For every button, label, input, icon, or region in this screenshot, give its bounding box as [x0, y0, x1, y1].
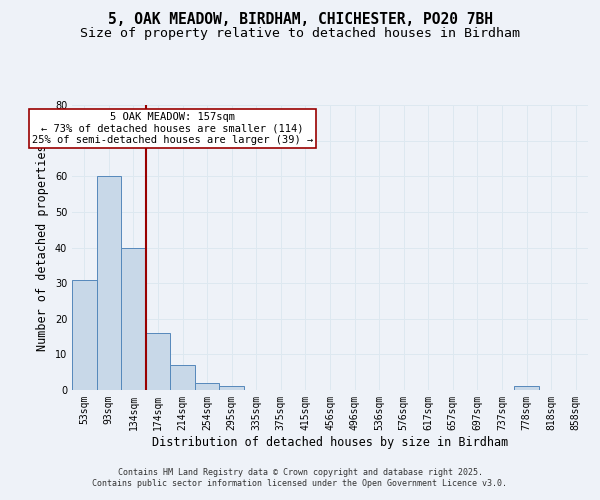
Bar: [72, 280, 97, 390]
Text: Contains HM Land Registry data © Crown copyright and database right 2025.
Contai: Contains HM Land Registry data © Crown c…: [92, 468, 508, 487]
Bar: [170, 365, 195, 390]
Bar: [514, 386, 539, 390]
X-axis label: Distribution of detached houses by size in Birdham: Distribution of detached houses by size …: [152, 436, 508, 448]
Text: 5, OAK MEADOW, BIRDHAM, CHICHESTER, PO20 7BH: 5, OAK MEADOW, BIRDHAM, CHICHESTER, PO20…: [107, 12, 493, 28]
Bar: [146, 333, 170, 390]
Bar: [97, 176, 121, 390]
Bar: [121, 248, 146, 390]
Text: 5 OAK MEADOW: 157sqm
← 73% of detached houses are smaller (114)
25% of semi-deta: 5 OAK MEADOW: 157sqm ← 73% of detached h…: [32, 112, 313, 146]
Bar: [195, 383, 220, 390]
Text: Size of property relative to detached houses in Birdham: Size of property relative to detached ho…: [80, 28, 520, 40]
Y-axis label: Number of detached properties: Number of detached properties: [36, 144, 49, 351]
Bar: [220, 386, 244, 390]
